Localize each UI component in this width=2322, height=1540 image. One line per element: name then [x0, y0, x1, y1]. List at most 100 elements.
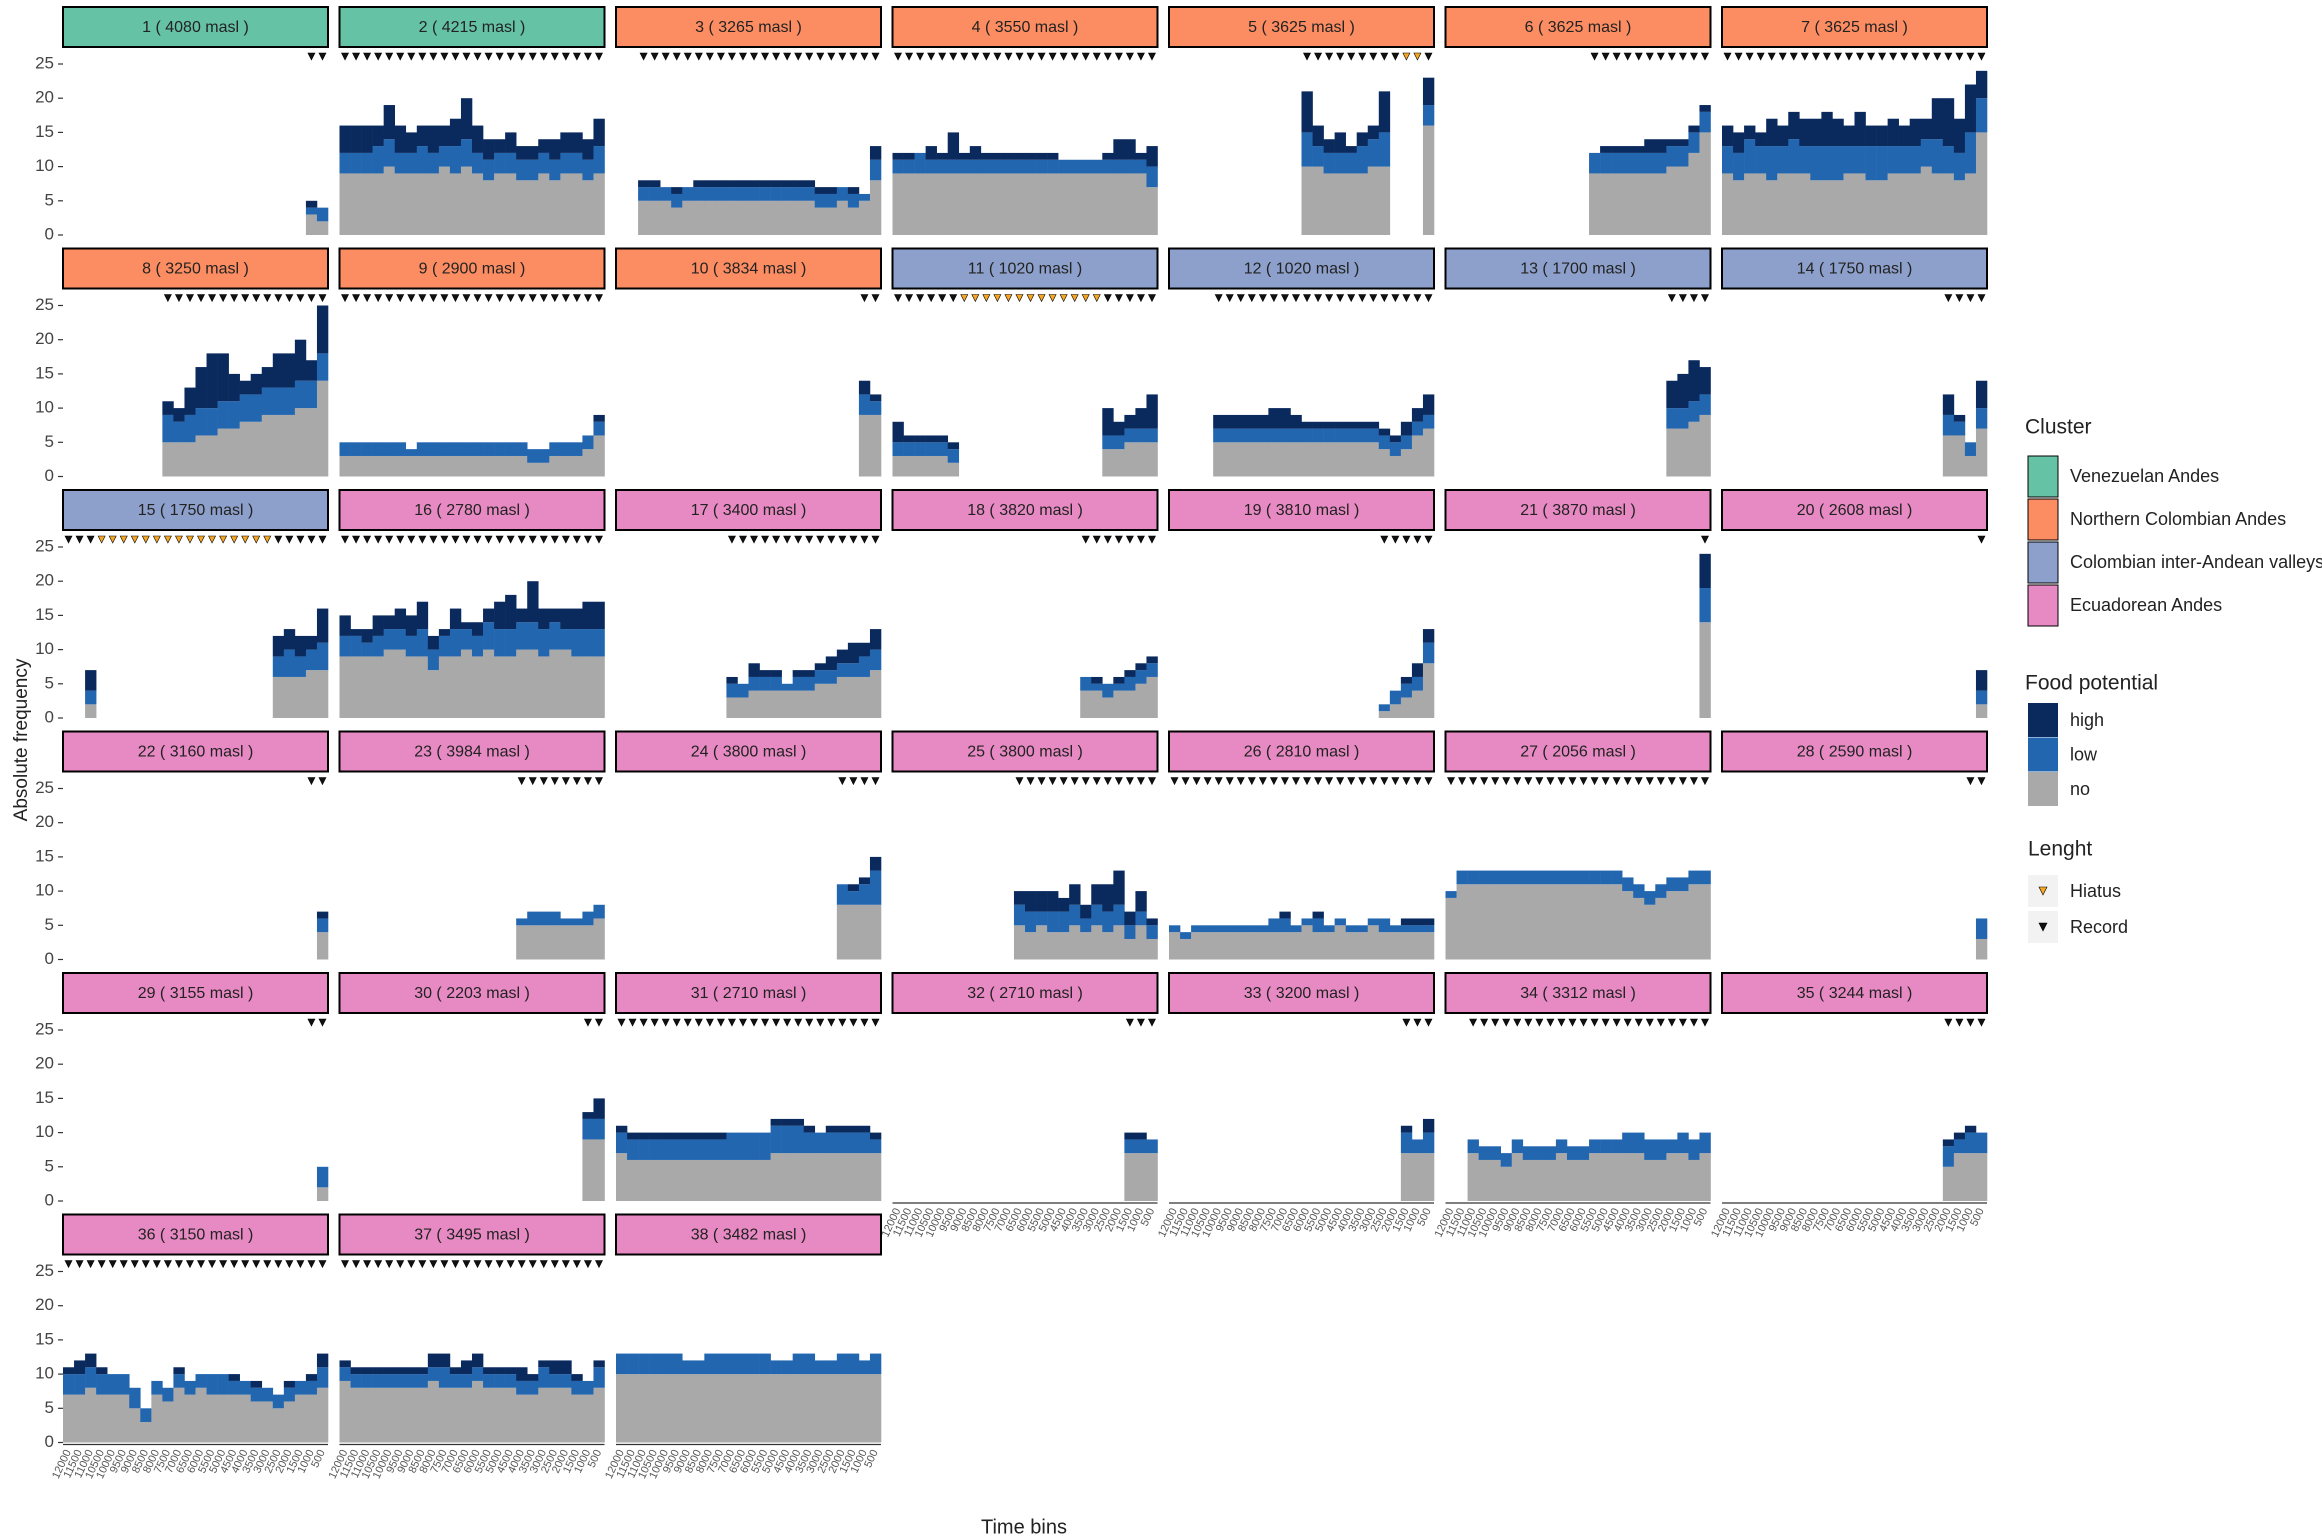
bar-segment — [1135, 159, 1147, 174]
length-marker — [318, 52, 327, 61]
length-marker — [1192, 777, 1201, 786]
strip-title: 32 ( 2710 masl ) — [967, 985, 1083, 1002]
length-marker — [1092, 52, 1101, 61]
bar-segment — [1456, 884, 1468, 960]
bar-segment — [1279, 408, 1291, 429]
bar-segment — [1788, 139, 1800, 174]
length-marker — [318, 1260, 327, 1269]
strip — [1168, 6, 1435, 48]
bar-segment — [1600, 870, 1612, 885]
bar-segment — [1478, 884, 1490, 960]
bar-segment — [1191, 932, 1203, 960]
length-marker — [252, 535, 261, 544]
legend-label: Northern Colombian Andes — [2070, 509, 2286, 529]
strip-title: 38 ( 3482 masl ) — [691, 1227, 807, 1244]
bar-segment — [316, 1387, 329, 1443]
y-tick-label: 5 — [45, 432, 54, 451]
bar-segment — [527, 581, 539, 623]
length-marker — [440, 294, 449, 303]
length-marker — [241, 294, 250, 303]
bar-segment — [582, 1380, 594, 1395]
bar-segment — [1777, 173, 1789, 235]
length-marker — [418, 294, 427, 303]
length-marker — [1524, 1018, 1533, 1027]
bar-segment — [96, 1367, 108, 1375]
bar-segment — [560, 629, 572, 650]
bar-segment — [814, 1360, 827, 1375]
bar-segment — [1002, 173, 1015, 235]
strip — [1721, 972, 1988, 1014]
length-marker — [1977, 52, 1986, 61]
bar-segment — [516, 608, 528, 623]
length-marker — [418, 52, 427, 61]
bar-segment — [449, 442, 462, 456]
bar-segment — [1799, 146, 1811, 174]
bar-segment — [339, 1367, 351, 1381]
bar-segment — [1146, 442, 1158, 477]
length-marker — [152, 1260, 161, 1269]
length-marker — [528, 777, 537, 786]
bar-segment — [1975, 1153, 1988, 1201]
bar-segment — [1655, 884, 1667, 898]
bar-segment — [582, 911, 594, 926]
bar-segment — [1058, 911, 1070, 933]
bar-segment — [1655, 1159, 1667, 1201]
bar-segment — [1633, 152, 1645, 174]
bar-segment — [549, 911, 561, 926]
length-marker — [528, 294, 537, 303]
length-marker — [1833, 52, 1842, 61]
bar-segment — [1135, 925, 1147, 960]
bar-segment — [217, 1394, 229, 1443]
y-tick-label: 15 — [35, 1088, 54, 1107]
bar-segment — [1489, 884, 1502, 960]
length-marker — [1955, 52, 1964, 61]
bar-segment — [1909, 146, 1922, 174]
bar-segment — [1146, 676, 1158, 718]
length-marker — [407, 294, 416, 303]
bar-segment — [1124, 1153, 1136, 1201]
bar-segment — [1920, 118, 1933, 140]
bar-segment — [1622, 146, 1634, 153]
bar-segment — [316, 670, 329, 718]
bar-segment — [571, 1394, 583, 1443]
legend-label: Ecuadorean Andes — [2070, 595, 2222, 615]
length-marker — [1170, 777, 1179, 786]
bar-segment — [1887, 118, 1899, 147]
bar-segment — [427, 670, 440, 718]
length-marker — [307, 52, 316, 61]
bar-segment — [361, 152, 373, 174]
length-marker — [561, 535, 570, 544]
length-marker — [385, 294, 394, 303]
length-marker — [1369, 52, 1378, 61]
bar-segment — [1489, 1146, 1502, 1160]
x-axis-title: Time bins — [981, 1516, 1067, 1538]
bar-segment — [1500, 1166, 1513, 1201]
bar-segment — [748, 1159, 760, 1201]
length-marker — [1645, 777, 1654, 786]
length-marker — [307, 1260, 316, 1269]
bar-segment — [571, 442, 583, 456]
bar-segment — [427, 152, 440, 174]
bar-segment — [494, 173, 506, 235]
bar-segment — [770, 1360, 782, 1375]
bar-segment — [869, 1353, 882, 1375]
length-marker — [838, 52, 847, 61]
strip-title: 10 ( 3834 masl ) — [691, 261, 807, 278]
length-marker — [1634, 52, 1643, 61]
length-marker — [1546, 1018, 1555, 1027]
bar-segment — [1699, 367, 1711, 395]
length-marker — [1944, 294, 1953, 303]
bar-segment — [914, 152, 926, 174]
bar-segment — [781, 1153, 793, 1201]
length-marker — [185, 1260, 194, 1269]
strip — [615, 972, 882, 1014]
legend-label: Colombian inter-Andean valleys — [2070, 552, 2322, 572]
bar-segment — [759, 676, 771, 691]
bar-segment — [438, 635, 451, 657]
bar-segment — [538, 656, 550, 718]
bar-segment — [682, 200, 694, 235]
length-marker — [473, 1260, 482, 1269]
bar-segment — [527, 622, 539, 650]
y-tick-label: 10 — [35, 1122, 54, 1141]
length-marker — [440, 535, 449, 544]
